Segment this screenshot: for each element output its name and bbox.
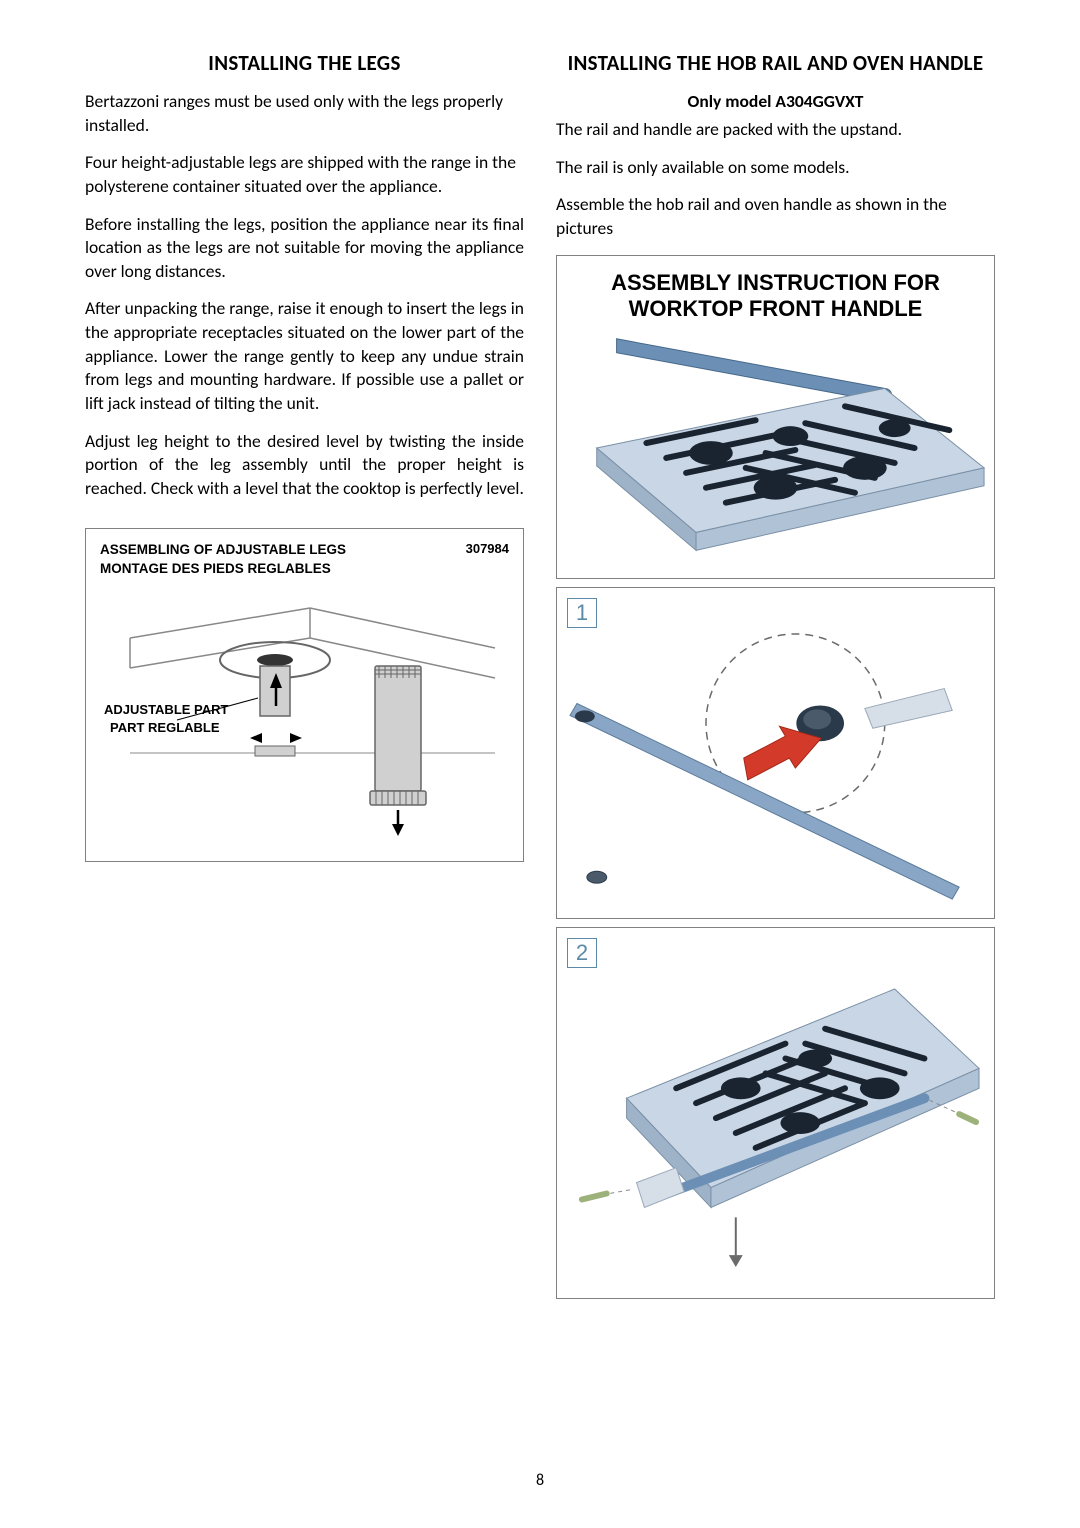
legs-figure-title-fr: MONTAGE DES PIEDS REGLABLES [100, 560, 346, 578]
right-p1: The rail and handle are packed with the … [556, 118, 995, 142]
legs-figure-code: 307984 [466, 541, 509, 556]
hob-assembled-diagram [567, 968, 984, 1288]
legs-figure-title: ASSEMBLING OF ADJUSTABLE LEGS MONTAGE DE… [100, 541, 346, 577]
legs-figure-title-en: ASSEMBLING OF ADJUSTABLE LEGS [100, 541, 346, 559]
right-p3: Assemble the hob rail and oven handle as… [556, 193, 995, 240]
left-p3: Before installing the legs, position the… [85, 213, 524, 284]
left-p4: After unpacking the range, raise it enou… [85, 297, 524, 415]
step-number-2: 2 [567, 938, 597, 968]
handle-detail-diagram [567, 628, 984, 908]
step-number-1: 1 [567, 598, 597, 628]
assembly-figure-step2: 2 [556, 927, 995, 1299]
legs-figure-box: ASSEMBLING OF ADJUSTABLE LEGS MONTAGE DE… [85, 528, 524, 862]
legs-figure-title-row: ASSEMBLING OF ADJUSTABLE LEGS MONTAGE DE… [100, 541, 509, 577]
right-p2: The rail is only available on some model… [556, 156, 995, 180]
assembly-figure-title: ASSEMBLY INSTRUCTION FOR WORKTOP FRONT H… [557, 256, 994, 329]
right-column: INSTALLING THE HOB RAIL AND OVEN HANDLE … [556, 50, 995, 1299]
assembly-figure-step1: 1 [556, 587, 995, 919]
hob-isometric-diagram [557, 328, 994, 578]
assembly-figure-1: ASSEMBLY INSTRUCTION FOR WORKTOP FRONT H… [556, 255, 995, 580]
legs-figure-label: ADJUSTABLE PART PART REGLABLE [104, 701, 228, 736]
left-column: INSTALLING THE LEGS Bertazzoni ranges mu… [85, 50, 524, 1299]
right-subhead: Only model A304GGVXT [556, 90, 995, 112]
left-heading: INSTALLING THE LEGS [85, 50, 524, 76]
left-p2: Four height-adjustable legs are shipped … [85, 151, 524, 198]
left-p1: Bertazzoni ranges must be used only with… [85, 90, 524, 137]
legs-figure-label-fr: PART REGLABLE [110, 719, 228, 737]
two-column-layout: INSTALLING THE LEGS Bertazzoni ranges mu… [85, 50, 995, 1299]
legs-figure-label-en: ADJUSTABLE PART [104, 701, 228, 719]
page-number: 8 [0, 1471, 1080, 1490]
right-heading: INSTALLING THE HOB RAIL AND OVEN HANDLE [556, 50, 995, 76]
left-p5: Adjust leg height to the desired level b… [85, 430, 524, 501]
